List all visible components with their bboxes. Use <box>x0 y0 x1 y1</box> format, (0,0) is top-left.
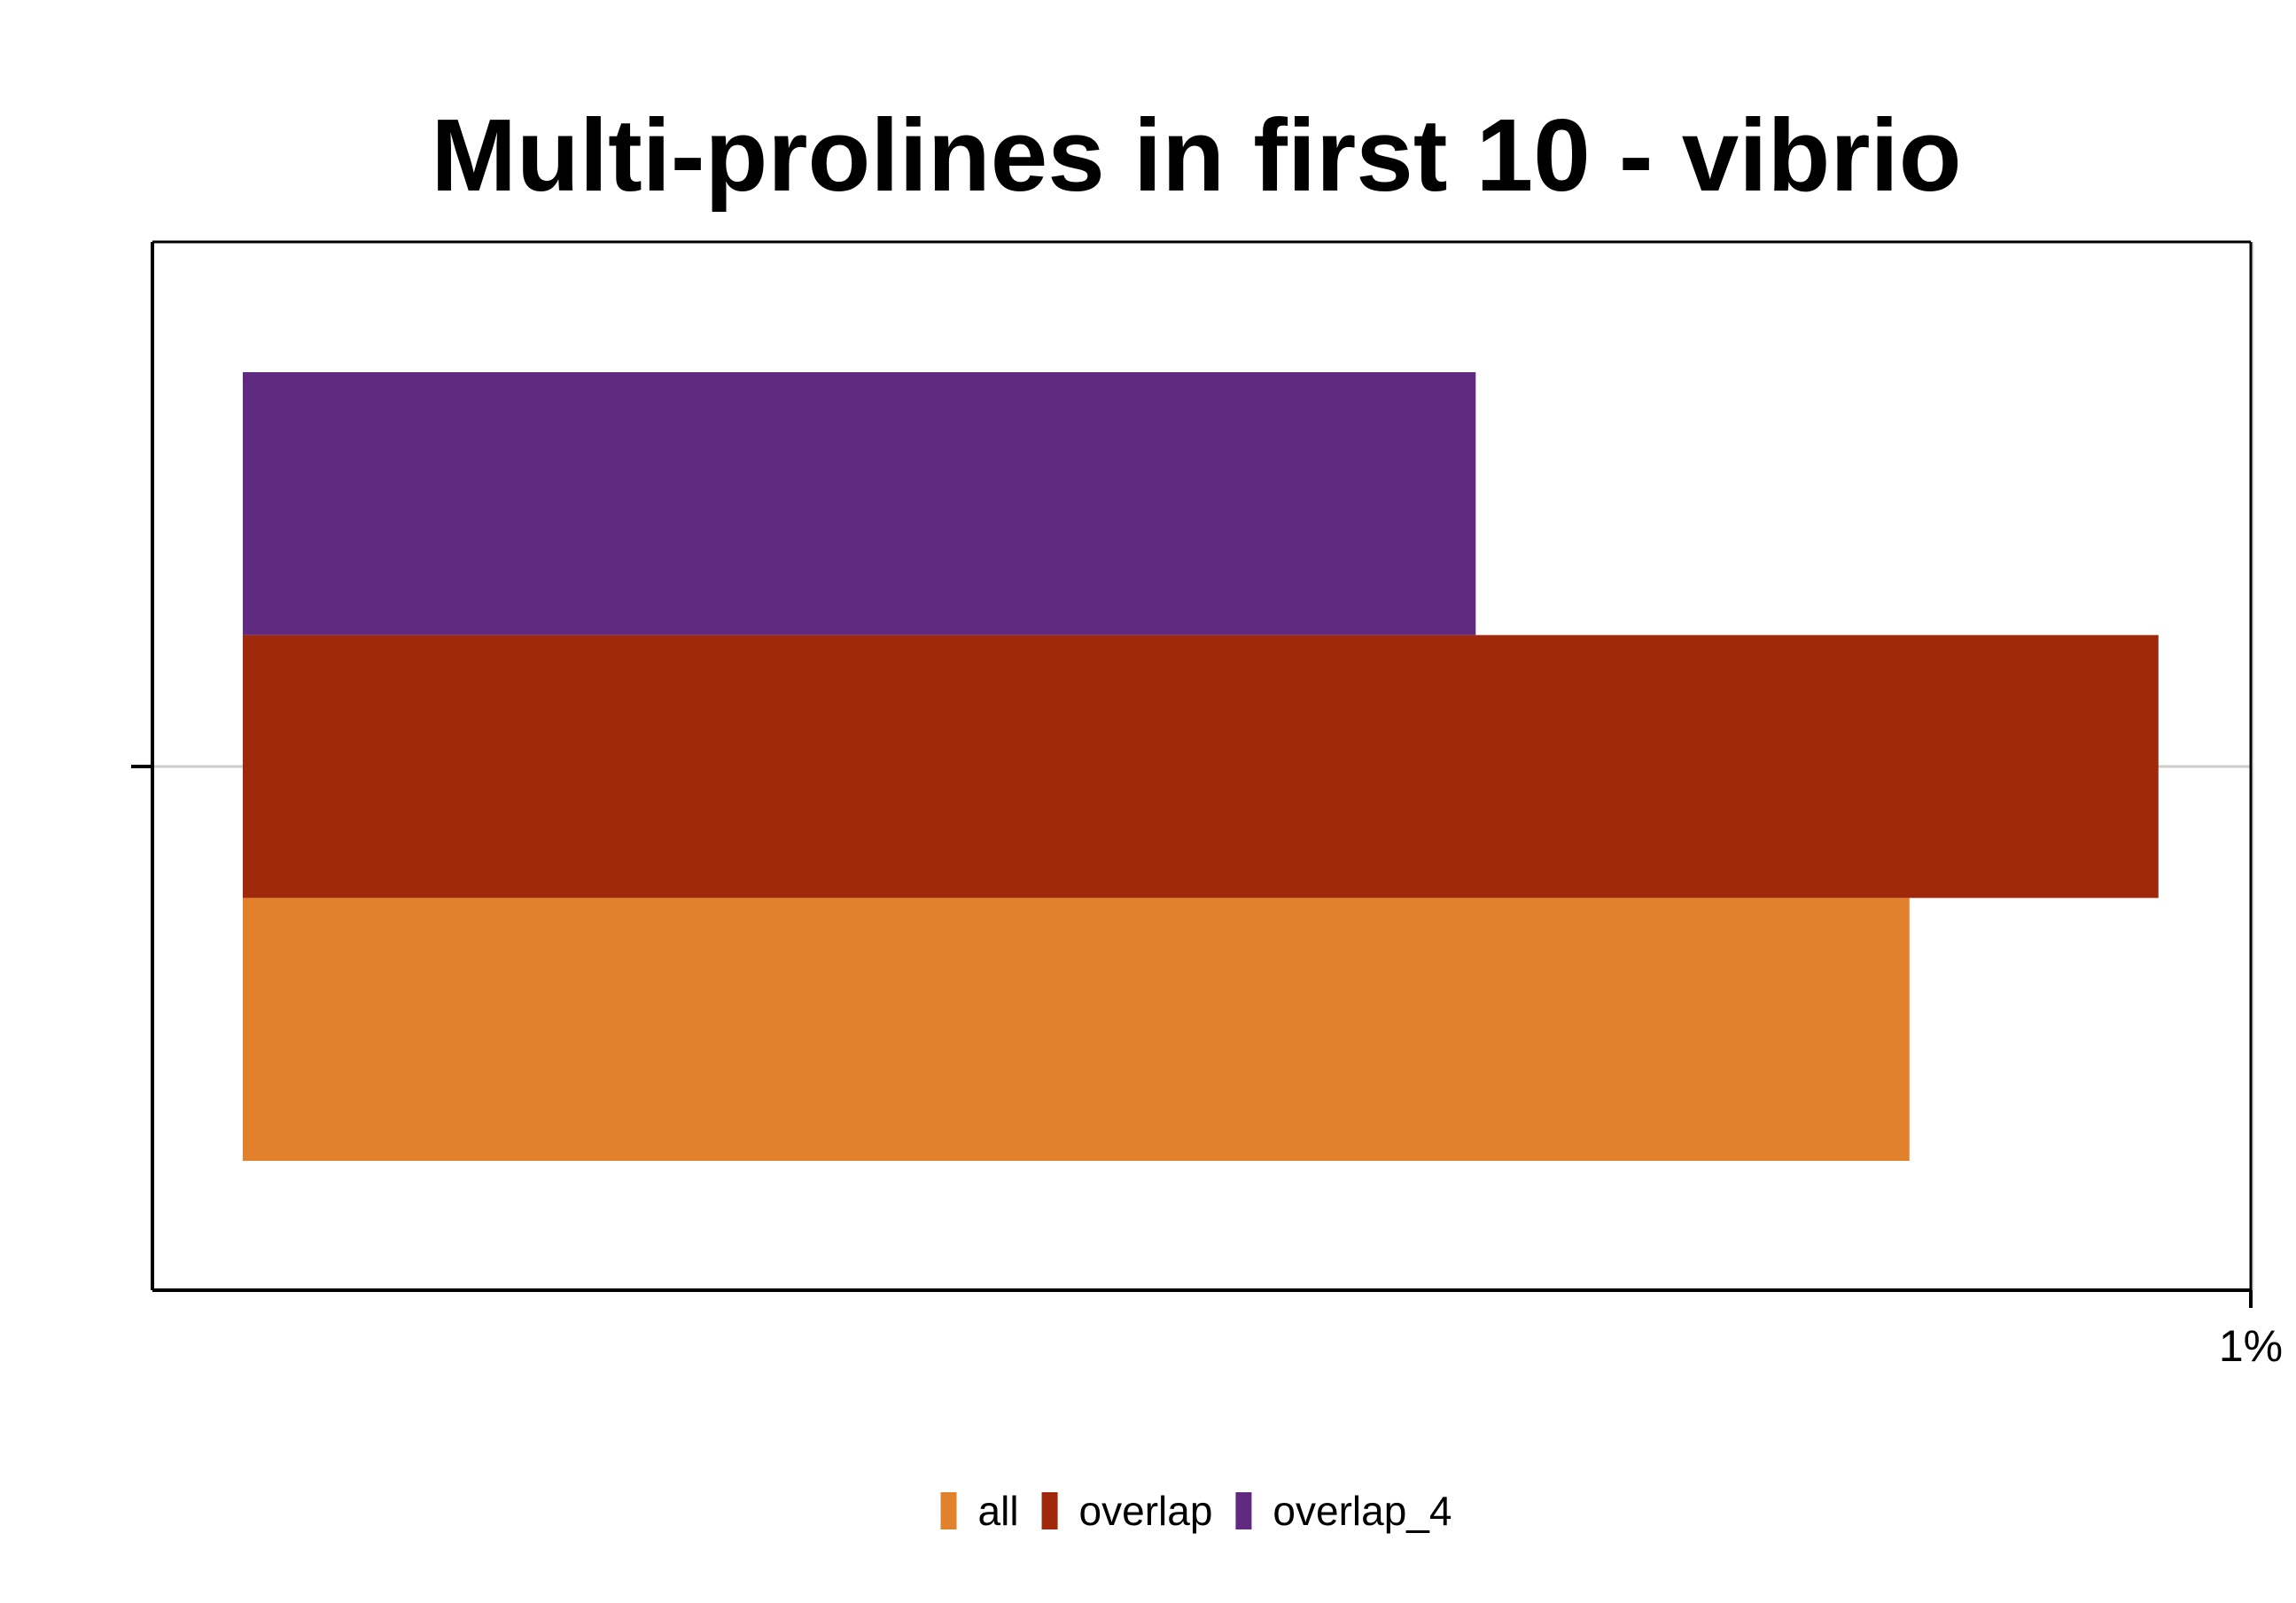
chart-title: Multi-prolines in first 10 - vibrio <box>431 97 1961 213</box>
legend-label-all: all <box>978 1488 1019 1534</box>
bar-overlap <box>242 634 2159 899</box>
legend-swatch-all <box>940 1492 957 1529</box>
legend-label-overlap: overlap <box>1079 1488 1213 1534</box>
x-tick-label: 1% <box>2219 1321 2283 1371</box>
legend: all overlap overlap_4 <box>940 1488 1452 1534</box>
bar-all <box>242 898 1910 1161</box>
legend-swatch-overlap-4 <box>1235 1492 1252 1529</box>
legend-swatch-overlap <box>1041 1492 1058 1529</box>
bar-overlap-4 <box>242 372 1476 635</box>
legend-label-overlap-4: overlap_4 <box>1273 1488 1452 1534</box>
bars-layer <box>242 372 2159 1161</box>
axes-layer: 1% <box>131 240 2283 1371</box>
